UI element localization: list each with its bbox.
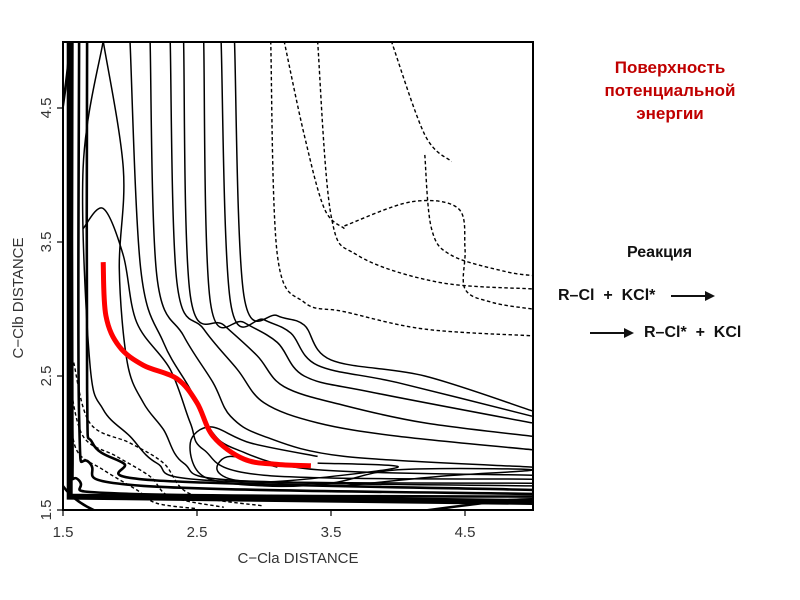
slide-title: Поверхность потенциальной энергии [560,56,780,125]
y-axis-title: C−Clb DISTANCE [10,238,27,359]
right-arrow-icon [671,290,716,302]
solid-contour-line [85,42,533,492]
dashed-contour-line [69,382,224,508]
dashed-contour-line [390,42,453,163]
y-axis-ticks: 1.5 2.5 3.5 4.5 [38,98,63,521]
reactants: R–Cl + KCl* [558,287,656,304]
dashed-contour-line [270,42,533,337]
repulsive-wall-contours [66,42,533,505]
solid-contour-line [169,42,533,451]
reaction-path-line [100,261,311,469]
solid-contour-line [82,207,533,480]
solid-contour-line [182,42,533,438]
reaction-path-layer [100,261,311,469]
title-line-3: энергии [636,104,704,123]
solid-contour-line [220,42,533,417]
dashed-contour-line [69,402,198,510]
solid-contour-line [149,42,533,468]
plot-frame [62,41,534,511]
reaction-heading: Реакция [627,244,693,261]
solid-contour-line [216,455,399,483]
products: R–Cl* + KCl [644,324,742,341]
y-tick-label: 3.5 [38,232,55,253]
reaction-line-1: R–Cl + KCl* [558,287,716,305]
title-line-2: потенциальной [604,81,736,100]
dashed-contour-line [344,199,533,310]
solid-contour-line [129,42,533,476]
dashed-contour-line [283,42,345,230]
solid-contour-line [233,42,533,412]
x-tick-label: 3.5 [321,524,342,541]
y-tick-label: 4.5 [38,98,55,119]
reaction-line-2: R–Cl* + KCl [590,324,741,342]
solid-contour-line [189,426,533,488]
y-tick-label: 2.5 [38,366,55,387]
x-tick-label: 4.5 [455,524,476,541]
x-tick-label: 1.5 [53,524,74,541]
x-axis-title: C−Cla DISTANCE [238,550,359,567]
dashed-contour-line [424,154,533,277]
solid-contour-line [202,42,533,424]
contour-lines [63,42,533,510]
y-tick-label: 1.5 [38,500,55,521]
right-arrow-icon [590,327,634,339]
x-axis-ticks: 1.5 2.5 3.5 4.5 [53,510,476,541]
x-tick-label: 2.5 [187,524,208,541]
dashed-contour-line [316,42,533,290]
title-line-1: Поверхность [614,58,726,77]
